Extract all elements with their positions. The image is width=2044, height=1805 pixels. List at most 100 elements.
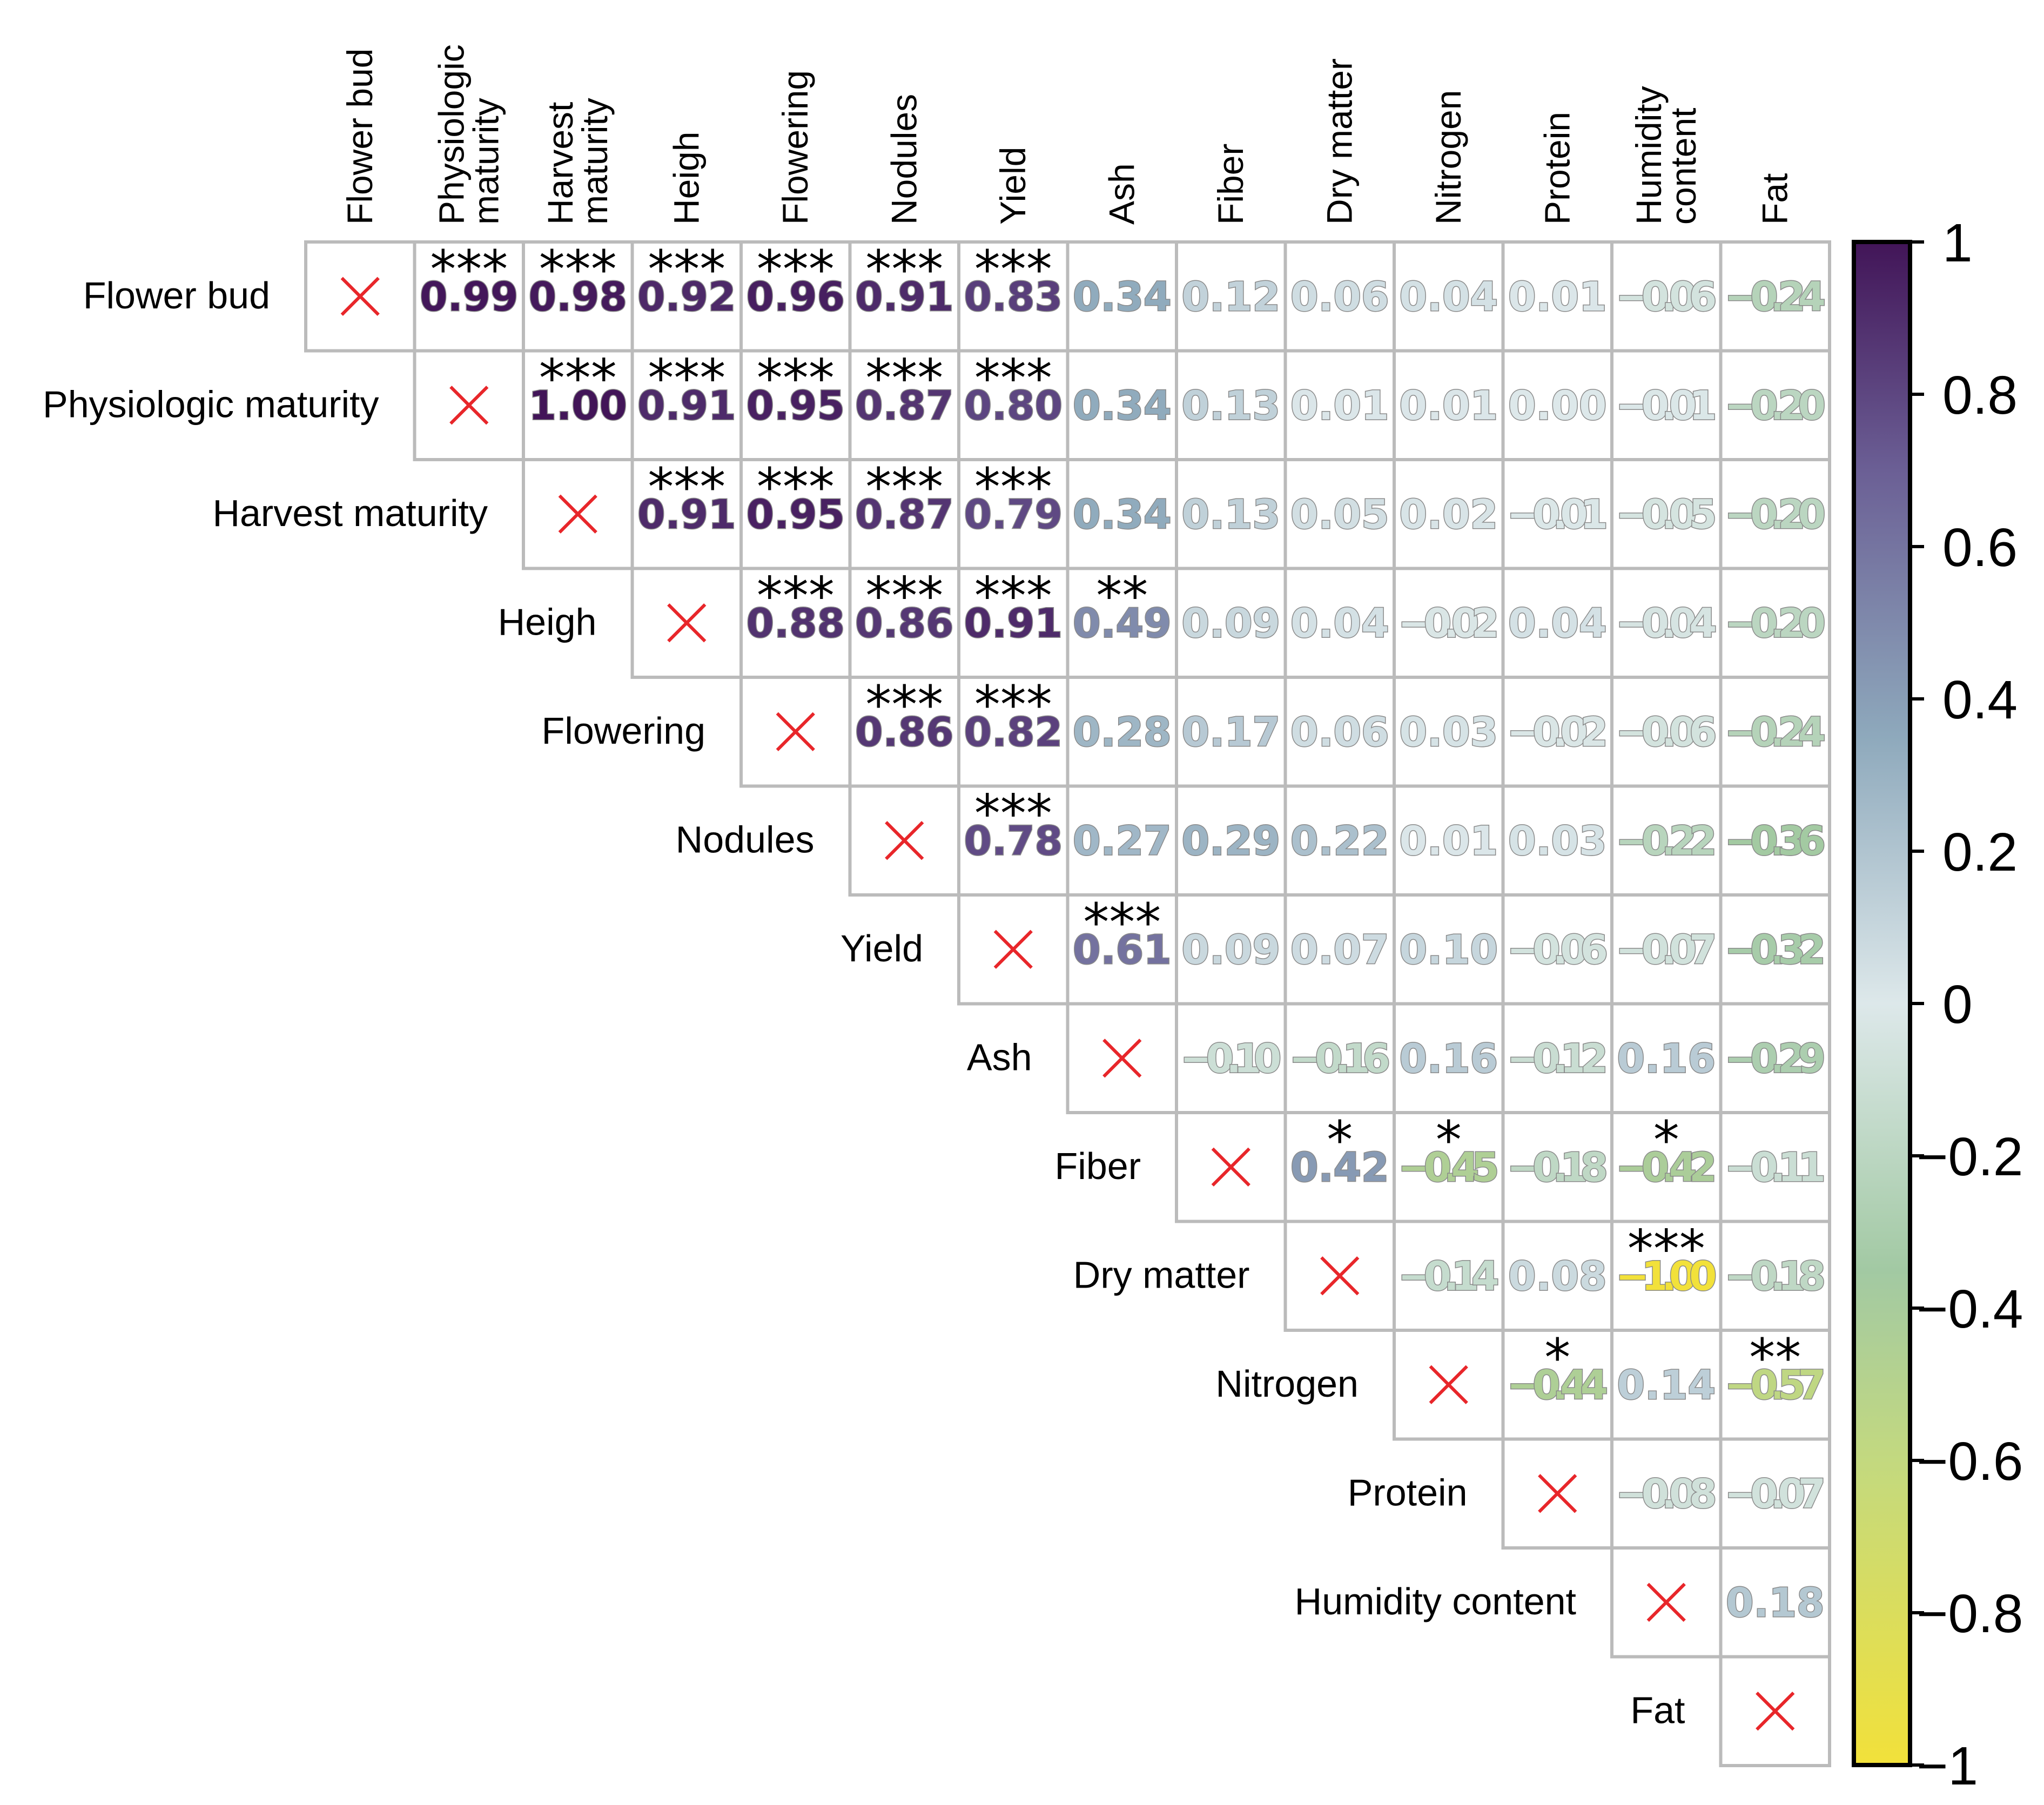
heatmap-cell: −0.32	[1719, 893, 1831, 1006]
cell-value: 0.13	[1181, 491, 1280, 538]
heatmap-cell: −0.11	[1719, 1111, 1831, 1223]
heatmap-cell: 0.29	[1175, 784, 1287, 897]
cell-border	[1719, 1655, 1831, 1767]
diagonal-cross-icon	[776, 712, 815, 751]
cell-value: −0.16	[1289, 1035, 1391, 1082]
column-label-line: content	[1663, 108, 1703, 225]
cell-value: 1.00	[528, 382, 627, 429]
colorbar-tick-label: −1	[1917, 1736, 1978, 1796]
column-label-line: Humidity	[1629, 86, 1669, 225]
heatmap-cell: 0.28	[1066, 676, 1178, 788]
heatmap-cell: 0.22	[1283, 784, 1396, 897]
diagonal-cross-icon	[1646, 1582, 1686, 1622]
heatmap-cell	[522, 458, 634, 570]
heatmap-cell: −0.12	[1501, 1002, 1613, 1114]
cell-value: 0.79	[964, 491, 1063, 538]
significance-stars: ***	[648, 348, 725, 409]
cell-value: 0.27	[1073, 818, 1172, 864]
heatmap-cell: 0.91***	[848, 239, 960, 353]
column-label-line: Flowering	[775, 70, 815, 225]
column-label-line: maturity	[466, 98, 506, 225]
colorbar-tick-label: −0.6	[1917, 1431, 2023, 1492]
row-label: Heigh	[498, 601, 597, 643]
heatmap-cell: −0.07	[1719, 1437, 1831, 1550]
heatmap-cell	[1501, 1437, 1613, 1550]
row-label: Nodules	[676, 818, 815, 860]
heatmap-cell: 0.06	[1283, 240, 1396, 353]
diagonal-cross-icon	[993, 930, 1033, 969]
cell-value: 0.91	[637, 491, 736, 538]
column-label-line: Nitrogen	[1428, 90, 1468, 225]
column-label-line: maturity	[575, 98, 615, 225]
colorbar-tick-label: −0.2	[1917, 1127, 2023, 1187]
column-label-line: Dry matter	[1319, 58, 1359, 225]
heatmap-cell: −0.42*	[1610, 1110, 1723, 1223]
significance-stars: ***	[1083, 892, 1161, 953]
cell-value: 0.17	[1181, 709, 1280, 756]
heatmap-cell	[957, 893, 1070, 1006]
cell-value: −0.24	[1725, 709, 1826, 756]
cell-value: 0.29	[1181, 818, 1280, 864]
cell-value: 0.03	[1399, 709, 1498, 756]
heatmap-cell	[413, 349, 525, 461]
heatmap-cell: −0.08	[1610, 1437, 1723, 1550]
column-label: Nodules	[884, 94, 924, 225]
cell-value: 0.86	[855, 709, 954, 756]
heatmap-cell: −0.29	[1719, 1002, 1831, 1114]
cell-value: 0.01	[1508, 274, 1607, 320]
significance-stars: ***	[865, 675, 943, 735]
cell-value: −0.20	[1725, 491, 1826, 538]
cell-value: 0.28	[1073, 709, 1172, 756]
cell-value: −0.10	[1180, 1035, 1282, 1082]
heatmap-cell: 0.91***	[630, 348, 743, 461]
heatmap-cell	[1719, 1655, 1831, 1767]
cell-value: −0.01	[1616, 382, 1717, 429]
column-label-line: Nodules	[884, 94, 924, 225]
column-label-line: Yield	[993, 147, 1033, 225]
row-label: Flower bud	[83, 274, 270, 316]
significance-stars: *	[1653, 1110, 1679, 1170]
cell-value: 0.34	[1073, 491, 1172, 538]
colorbar-tick-label: 0.6	[1942, 517, 2018, 578]
heatmap-cell: −0.02	[1393, 567, 1505, 679]
diagonal-cross-icon	[667, 603, 707, 643]
heatmap-cell: −0.24	[1719, 676, 1831, 788]
cell-value: −0.20	[1725, 382, 1826, 429]
column-label: Flowering	[775, 70, 815, 225]
cell-value: −0.57	[1725, 1362, 1826, 1409]
significance-stars: ***	[757, 239, 835, 300]
heatmap-cell: 0.88***	[739, 566, 852, 679]
cell-value: −0.07	[1616, 927, 1717, 973]
diagonal-cross-icon	[1102, 1039, 1142, 1078]
row-labels: Flower bud Physiologic maturity Harvest ma…	[43, 274, 1685, 1732]
significance-stars: ***	[648, 239, 725, 300]
cell-value: 0.09	[1181, 927, 1280, 973]
cell-value: 0.06	[1290, 274, 1389, 320]
significance-stars: ***	[974, 784, 1052, 844]
colorbar-gradient	[1852, 240, 1912, 1767]
heatmap-cell: 0.13	[1175, 349, 1287, 461]
significance-stars: ***	[1628, 1219, 1705, 1279]
cell-value: 0.87	[855, 491, 954, 538]
cell-value: 0.83	[964, 274, 1063, 320]
heatmap-cell: −0.18	[1719, 1220, 1831, 1332]
significance-stars: **	[1749, 1328, 1801, 1388]
heatmap-cell: 0.17	[1175, 676, 1287, 788]
cell-value: 0.08	[1508, 1253, 1607, 1299]
heatmap-cell: 0.79***	[957, 457, 1070, 570]
heatmap-cell: 0.16	[1393, 1002, 1505, 1114]
heatmap-cell: 0.27	[1066, 784, 1178, 897]
cell-value: −0.08	[1616, 1471, 1717, 1517]
cell-value: 0.06	[1290, 709, 1389, 756]
heatmap-cell: −0.06	[1610, 240, 1723, 353]
heatmap-cell: 0.05	[1283, 458, 1396, 570]
cell-value: 0.91	[855, 274, 954, 320]
cell-value: 0.07	[1290, 927, 1389, 973]
cell-value: 0.88	[746, 600, 845, 646]
heatmap-cell: −0.24	[1719, 240, 1831, 353]
heatmap-cell: 0.82***	[957, 675, 1070, 788]
heatmap-cell: 0.86***	[848, 675, 960, 788]
colorbar: 1 0.8 0.6 0.4 0.2 0 −0.2 −0.4 −0.6 −0.8 −1	[1852, 213, 2023, 1796]
heatmap-cell: 0.00	[1501, 349, 1613, 461]
cell-value: 0.99	[420, 274, 519, 320]
